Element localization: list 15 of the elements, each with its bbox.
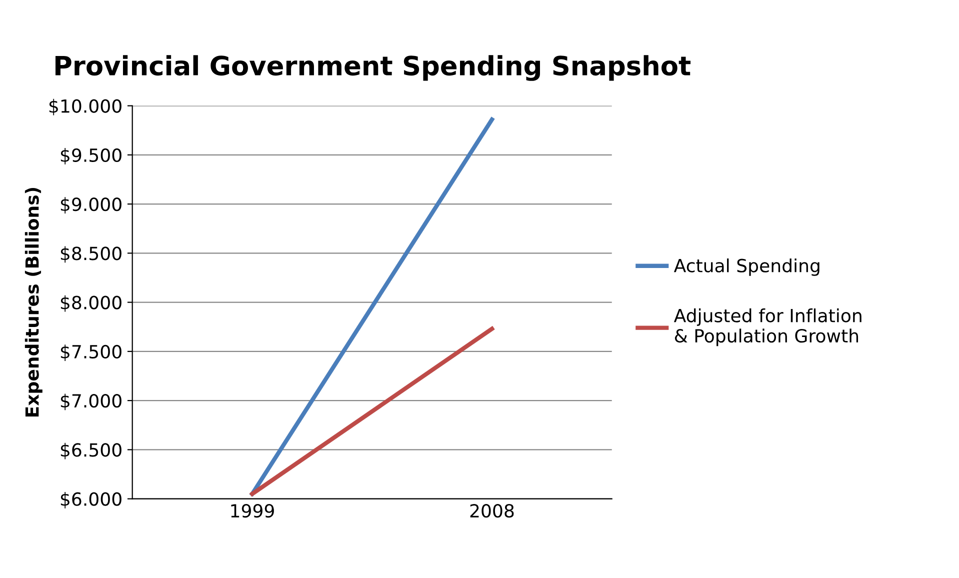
y-tick-label: $6.500 [60, 442, 122, 460]
y-tick-label: $8.500 [60, 246, 122, 263]
y-tick-label: $7.000 [60, 394, 122, 410]
y-axis-title: Expenditures (Billions) [24, 188, 42, 417]
x-tick-label: 1999 [231, 504, 274, 518]
chart-title: Provincial Government Spending Snapshot [56, 55, 691, 81]
legend-label: Actual Spending [674, 258, 820, 276]
y-tick-label: $10.000 [49, 98, 122, 116]
y-tick-label: $8.000 [60, 295, 122, 312]
legend-label: Adjusted for Inflation & Population Growth [674, 308, 862, 346]
y-tick-label: $6.000 [60, 492, 122, 508]
y-tick-label: $9.000 [60, 197, 122, 214]
y-tick-label: $9.500 [60, 148, 122, 164]
x-tick-label: 2008 [470, 504, 514, 518]
y-tick-label: $7.500 [60, 344, 122, 361]
